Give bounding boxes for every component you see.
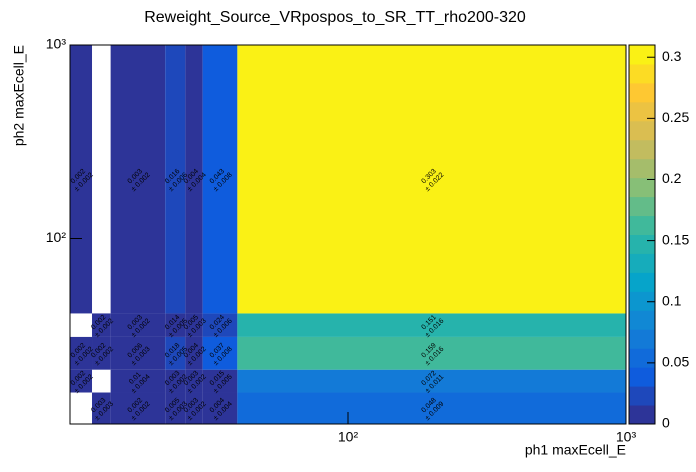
y-tick-label: 10² xyxy=(46,229,67,245)
colorbar-band xyxy=(629,348,655,368)
cell xyxy=(185,369,203,393)
colorbar-band xyxy=(629,272,655,292)
colorbar-band xyxy=(629,63,655,84)
colorbar-band xyxy=(629,329,655,349)
cell xyxy=(110,336,166,370)
colorbar-band xyxy=(629,139,655,160)
cell xyxy=(185,313,203,337)
colorbar-band xyxy=(629,120,655,141)
cell xyxy=(165,313,186,337)
colorbar-tick-label: 0.25 xyxy=(662,109,689,125)
cell xyxy=(92,336,111,370)
cell xyxy=(165,369,186,393)
colorbar-band xyxy=(629,215,655,235)
cell xyxy=(165,45,186,314)
chart-title: Reweight_Source_VRpospos_to_SR_TT_rho200… xyxy=(144,9,526,26)
colorbar-band xyxy=(629,367,655,387)
colorbar-tick-label: 0.3 xyxy=(662,48,682,64)
colorbar-tick-label: 0.05 xyxy=(662,354,689,370)
colorbar-band xyxy=(629,310,655,330)
colorbar-frame xyxy=(628,44,656,425)
cell xyxy=(110,313,166,337)
y-tick-label: 10³ xyxy=(46,36,67,52)
cell xyxy=(202,369,238,393)
colorbar-band xyxy=(629,234,655,254)
cell xyxy=(110,369,166,393)
cell xyxy=(202,45,238,314)
x-axis-label: ph1 maxEcell_E xyxy=(525,442,626,458)
cell xyxy=(202,336,238,370)
cell xyxy=(185,336,203,370)
colorbar-band xyxy=(629,158,655,179)
cell xyxy=(202,392,238,424)
cell xyxy=(70,369,93,393)
colorbar-band xyxy=(629,291,655,311)
x-tick-label: 10³ xyxy=(616,429,637,445)
cell xyxy=(202,313,238,337)
cell xyxy=(237,369,626,393)
cell xyxy=(165,336,186,370)
colorbar-tick-label: 0.1 xyxy=(662,292,682,308)
cell xyxy=(110,45,166,314)
y-axis-label: ph2 maxEcell_E xyxy=(11,45,27,146)
cell xyxy=(185,392,203,424)
cell xyxy=(92,392,111,424)
cell xyxy=(70,45,93,314)
cell xyxy=(165,392,186,424)
cell xyxy=(237,313,626,337)
cell xyxy=(237,392,626,424)
colorbar-band xyxy=(629,196,655,217)
cell xyxy=(110,392,166,424)
colorbar-band xyxy=(629,405,655,425)
x-tick-label: 10² xyxy=(338,429,359,445)
colorbar-band xyxy=(629,101,655,122)
colorbar-tick-label: 0.15 xyxy=(662,231,689,247)
cell xyxy=(237,45,626,314)
cell xyxy=(185,45,203,314)
cell xyxy=(237,336,626,370)
colorbar-tick-label: 0.2 xyxy=(662,170,682,186)
colorbar-band xyxy=(629,45,655,65)
cell xyxy=(92,313,111,337)
colorbar-tick-label: 0 xyxy=(662,415,670,431)
colorbar-band xyxy=(629,253,655,273)
colorbar-band xyxy=(629,177,655,198)
colorbar-band xyxy=(629,386,655,406)
colorbar-band xyxy=(629,82,655,103)
cell xyxy=(70,336,93,370)
